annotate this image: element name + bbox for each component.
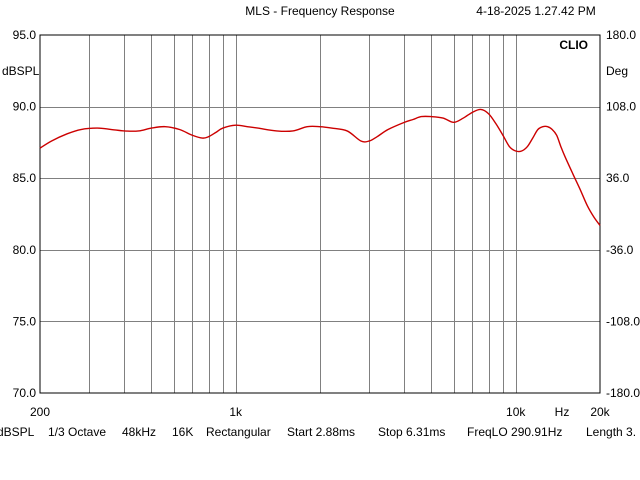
- status-freq-lo: FreqLO 290.91Hz: [467, 425, 563, 439]
- frequency-response-chart: MLS - Frequency Response 4-18-2025 1.27.…: [2, 4, 640, 419]
- status-sample-rate: 48kHz: [122, 425, 157, 439]
- x-tick-label: 1k: [229, 405, 243, 419]
- y-tick-label: 90.0: [13, 100, 37, 114]
- status-stop: Stop 6.31ms: [378, 425, 446, 439]
- status-smoothing: 1/3 Octave: [48, 425, 107, 439]
- y2-axis-unit: Deg: [606, 64, 628, 78]
- x-tick-label: 10k: [506, 405, 526, 419]
- x-tick-labels: 200 1k 10k 20k: [30, 405, 611, 419]
- timestamp: 4-18-2025 1.27.42 PM: [476, 4, 595, 18]
- y-tick-label: 75.0: [13, 314, 37, 328]
- status-bar: dBSPL 1/3 Octave 48kHz 16K Rectangular S…: [0, 425, 640, 443]
- y2-tick-label: -36.0: [606, 243, 634, 257]
- y-tick-label: 80.0: [13, 243, 37, 257]
- trace-layer: [39, 108, 601, 226]
- status-start: Start 2.88ms: [287, 425, 356, 439]
- y2-tick-label: 180.0: [606, 28, 636, 42]
- y-tick-label: 85.0: [13, 171, 37, 185]
- y2-tick-labels: -180.0 -108.0 -36.0 36.0 108.0 180.0: [606, 28, 640, 400]
- status-size: 16K: [172, 425, 194, 439]
- spl-trace: [39, 108, 601, 226]
- vertical-gridlines: [89, 35, 517, 393]
- chart-title: MLS - Frequency Response: [245, 4, 395, 18]
- y2-tick-label: -180.0: [606, 386, 640, 400]
- y-tick-labels: 70.0 75.0 80.0 85.0 90.0 95.0: [13, 28, 37, 400]
- y2-tick-label: 36.0: [606, 171, 630, 185]
- x-axis-unit: Hz: [555, 405, 570, 419]
- status-window: Rectangular: [206, 425, 271, 439]
- y-tick-label: 95.0: [13, 28, 37, 42]
- plot-frame: [39, 34, 601, 394]
- brand-label: CLIO: [559, 38, 588, 52]
- y-tick-label: 70.0: [13, 386, 37, 400]
- y2-tick-label: 108.0: [606, 100, 636, 114]
- x-tick-label: 20k: [590, 405, 610, 419]
- horizontal-gridlines: [40, 107, 600, 322]
- status-length: Length 3.: [586, 425, 637, 439]
- y2-tick-label: -108.0: [606, 314, 640, 328]
- x-tick-label: 200: [30, 405, 50, 419]
- y-axis-unit: dBSPL: [2, 64, 40, 78]
- status-unit: dBSPL: [0, 425, 35, 439]
